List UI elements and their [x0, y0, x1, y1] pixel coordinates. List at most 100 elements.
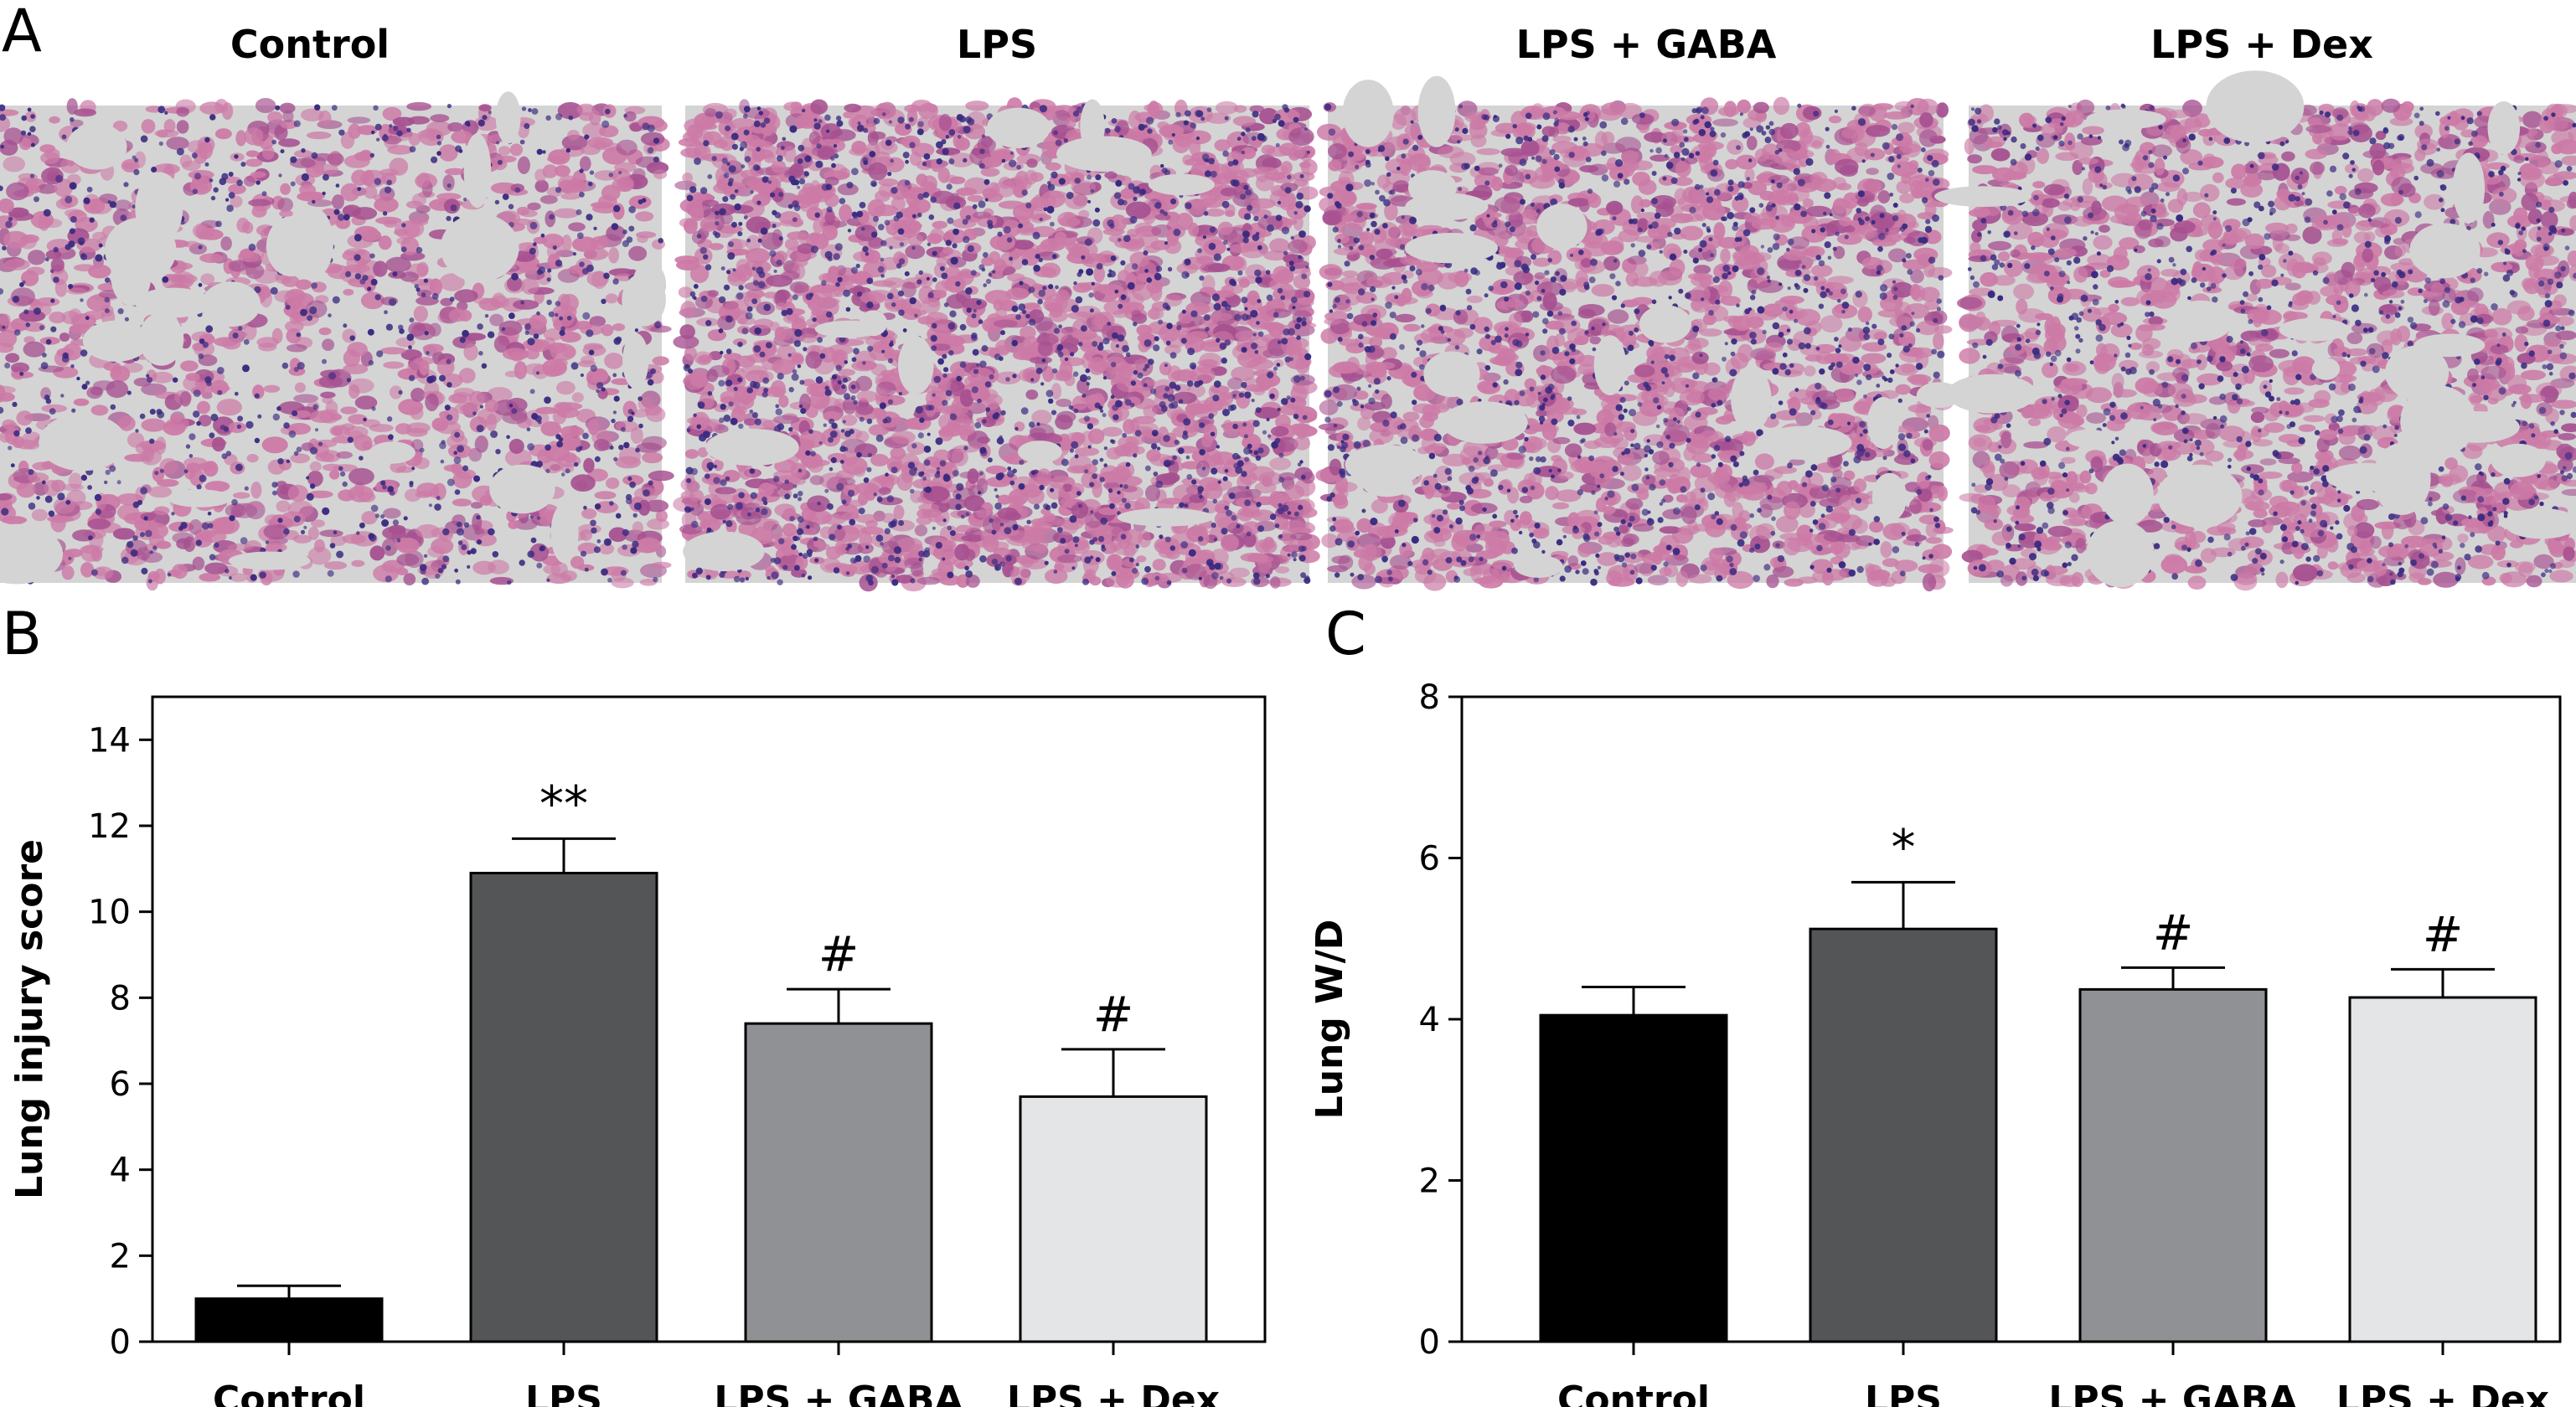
alveolar-space: [1362, 471, 1413, 497]
chart-b-plot-frame: [151, 695, 1267, 1343]
alveolar-space: [2400, 385, 2476, 457]
alveolar-space: [2452, 152, 2486, 224]
panel-label-c: C: [1325, 600, 1366, 668]
chart-c-bar-control: [1539, 1013, 1728, 1343]
histology-title-lps: LPS: [956, 22, 1038, 67]
alveolar-space: [1423, 351, 1480, 398]
chart-b-y-tick-label: 14: [88, 721, 131, 760]
chart-c-category-label: LPS + Dex: [2336, 1379, 2549, 1407]
chart-c-bar-lps-dex: [2348, 996, 2537, 1343]
alveolar-space: [168, 489, 232, 508]
alveolar-space: [622, 272, 666, 327]
panel-label-a: A: [2, 0, 42, 65]
alveolar-space: [135, 172, 183, 245]
histology-nuclei: [683, 103, 1312, 586]
chart-b-significance-mark: **: [539, 775, 588, 832]
alveolar-space: [705, 428, 799, 466]
alveolar-space: [228, 551, 311, 570]
alveolar-space: [2279, 317, 2350, 342]
chart-b-bar-lps-gaba: [744, 1022, 933, 1343]
chart-b-category-label: LPS + GABA: [714, 1379, 963, 1407]
alveolar-space: [1018, 441, 1062, 464]
alveolar-space: [1404, 233, 1498, 264]
alveolar-space: [2066, 429, 2111, 448]
alveolar-space: [2487, 101, 2521, 155]
histology-title-control: Control: [230, 22, 390, 67]
alveolar-space: [138, 312, 184, 366]
alveolar-space: [859, 310, 888, 337]
alveolar-space: [2409, 223, 2480, 279]
chart-b-y-tick-label: 8: [110, 979, 131, 1018]
chart-c-category-label: LPS + GABA: [2048, 1379, 2297, 1407]
alveolar-space: [495, 91, 521, 144]
alveolar-space: [295, 208, 333, 278]
alveolar-space: [1536, 204, 1587, 250]
alveolar-space: [2100, 463, 2154, 525]
alveolar-space: [1117, 508, 1214, 527]
chart-b-lung-injury-score: 0 2 4 6 8 10 12 14 Lung injury score Control LPS **…: [8, 695, 1267, 1407]
alveolar-space: [2086, 520, 2155, 587]
chart-c-y-tick-label: 0: [1419, 1323, 1440, 1362]
alveolar-space: [1345, 444, 1427, 485]
alveolar-space: [1514, 554, 1563, 578]
chart-b-category-label: LPS: [525, 1379, 602, 1407]
alveolar-space: [1934, 186, 2032, 207]
chart-c-y-tick-label: 2: [1419, 1162, 1440, 1201]
alveolar-space: [1408, 170, 1457, 205]
alveolar-space: [987, 107, 1051, 148]
chart-c-significance-mark: #: [2423, 905, 2464, 962]
chart-c-y-tick-label: 6: [1419, 840, 1440, 879]
chart-b-y-tick-label: 10: [88, 894, 131, 932]
alveolar-space: [898, 336, 934, 394]
alveolar-space: [1148, 173, 1215, 196]
histology-title-lps-gaba: LPS + GABA: [1515, 22, 1777, 67]
alveolar-space: [1756, 425, 1852, 460]
chart-b-bar-lps: [469, 871, 658, 1343]
histology-title-lps-dex: LPS + Dex: [2150, 22, 2373, 67]
chart-c-significance-mark: #: [2153, 904, 2194, 961]
chart-b-category-label: Control: [213, 1379, 365, 1407]
alveolar-space: [2206, 70, 2305, 143]
alveolar-space: [2169, 300, 2233, 342]
alveolar-space: [683, 531, 765, 572]
chart-c-lung-wd: 0 2 4 6 8 Lung W/D Control LPS * LPS + GABA # LPS +…: [1309, 678, 2562, 1407]
alveolar-space: [82, 320, 150, 362]
alveolar-space: [66, 123, 127, 170]
alveolar-space: [440, 214, 519, 282]
alveolar-space: [463, 133, 492, 209]
alveolar-space: [39, 414, 127, 472]
alveolar-space: [201, 281, 261, 327]
chart-c-significance-mark: *: [1892, 818, 1916, 875]
chart-c-bar-lps-gaba: [2078, 987, 2268, 1343]
alveolar-space: [369, 441, 416, 464]
chart-c-category-label: Control: [1557, 1379, 1710, 1407]
chart-c-bar-lps: [1809, 927, 1998, 1343]
chart-b-bar-control: [194, 1297, 384, 1343]
alveolar-space: [1731, 366, 1772, 432]
chart-b-y-tick-label: 6: [110, 1065, 131, 1104]
chart-c-y-tick-label: 8: [1419, 678, 1440, 717]
alveolar-space: [2311, 358, 2341, 380]
alveolar-space: [2491, 443, 2546, 477]
alveolar-space: [2504, 508, 2576, 539]
panel-label-b: B: [2, 600, 43, 668]
histology-image-lps: [673, 97, 1320, 592]
alveolar-space: [1417, 75, 1456, 147]
histology-nuclei: [1324, 103, 1945, 586]
alveolar-space: [0, 523, 64, 585]
alveolar-space: [489, 464, 555, 514]
chart-c-y-axis-title: Lung W/D: [1309, 920, 1351, 1120]
chart-b-bar-lps-dex: [1019, 1095, 1208, 1343]
chart-b-y-tick-label: 12: [88, 807, 131, 846]
alveolar-space: [1639, 305, 1692, 343]
chart-b-significance-mark: #: [818, 925, 860, 982]
histology-image-lps-gaba: [1315, 75, 1962, 592]
chart-b-y-tick-label: 2: [110, 1237, 131, 1276]
chart-b-y-tick-label: 0: [110, 1323, 131, 1362]
histology-image-lps-dex: [1934, 70, 2576, 591]
alveolar-space: [1593, 335, 1627, 395]
chart-c-category-label: LPS: [1865, 1379, 1942, 1407]
alveolar-space: [1871, 472, 1907, 523]
alveolar-space: [1442, 401, 1528, 444]
chart-b-y-axis-title: Lung injury score: [8, 839, 51, 1199]
